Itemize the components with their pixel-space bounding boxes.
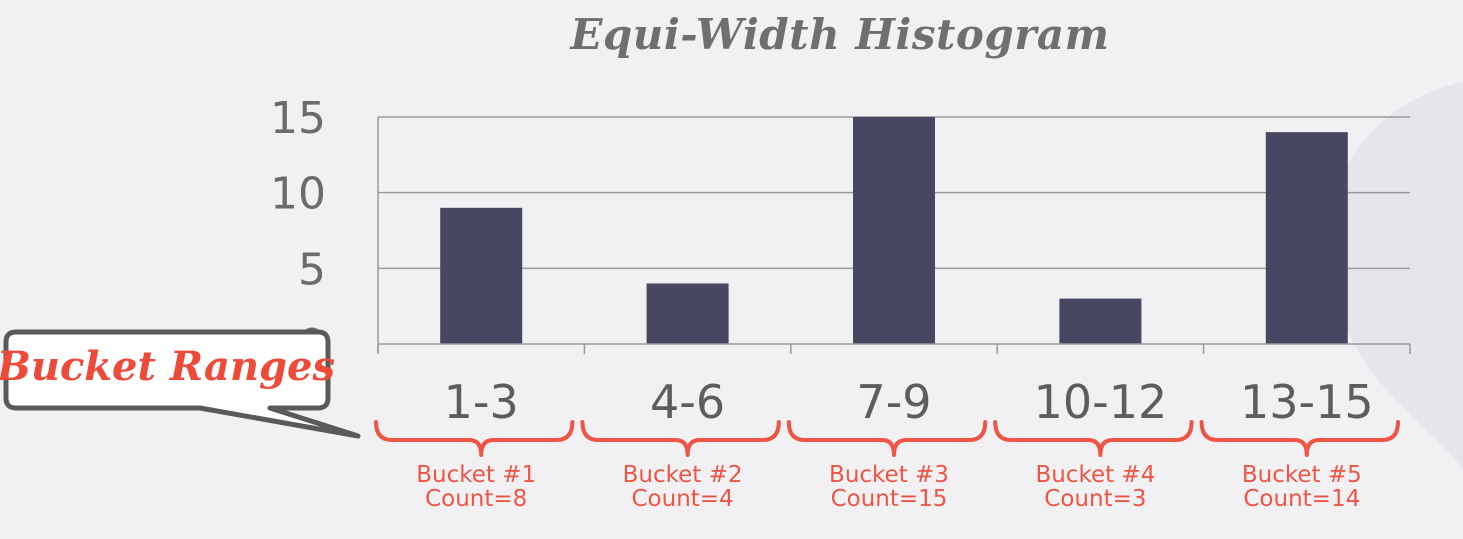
chart-title: Equi-Width Histogram	[570, 10, 1110, 59]
x-axis	[377, 117, 1411, 354]
bucket-brace	[1199, 420, 1400, 457]
bucket-braces	[374, 420, 1400, 457]
category-labels: 1-3 4-6 7-9 10-12 13-15	[444, 375, 1374, 429]
category-label: 7-9	[856, 375, 931, 429]
bucket-count: Count=14	[1243, 486, 1360, 512]
bar	[1059, 298, 1142, 344]
bucket-brace	[374, 420, 575, 457]
bucket-name: Bucket #3	[829, 462, 949, 488]
y-tick-label: 15	[270, 93, 326, 144]
callout-bubble: Bucket Ranges	[0, 329, 361, 439]
bucket-count: Count=15	[831, 486, 948, 512]
bar	[440, 207, 523, 344]
callout-shape	[3, 329, 361, 439]
category-label: 10-12	[1034, 375, 1168, 429]
bucket-name: Bucket #2	[623, 462, 743, 488]
y-tick-label: 10	[270, 169, 326, 220]
bucket-brace	[993, 420, 1194, 457]
bucket-count: Count=3	[1044, 486, 1146, 512]
bars	[440, 117, 1348, 344]
category-label: 13-15	[1240, 375, 1374, 429]
bucket-name: Bucket #4	[1035, 462, 1155, 488]
bar	[646, 283, 729, 344]
background-decoration	[1329, 82, 1463, 470]
bar	[1265, 132, 1348, 344]
bucket-name: Bucket #1	[416, 462, 536, 488]
category-label: 4-6	[650, 375, 725, 429]
bucket-count: Count=8	[425, 486, 527, 512]
category-label: 1-3	[444, 375, 519, 429]
bucket-brace	[786, 420, 988, 457]
bar	[853, 117, 935, 344]
y-axis-ticks: 051015	[270, 93, 326, 371]
y-tick-label: 5	[298, 244, 326, 295]
bucket-brace	[580, 420, 781, 457]
callout-label: Bucket Ranges	[0, 343, 335, 390]
bucket-name: Bucket #5	[1242, 462, 1362, 488]
bucket-count: Count=4	[631, 486, 733, 512]
